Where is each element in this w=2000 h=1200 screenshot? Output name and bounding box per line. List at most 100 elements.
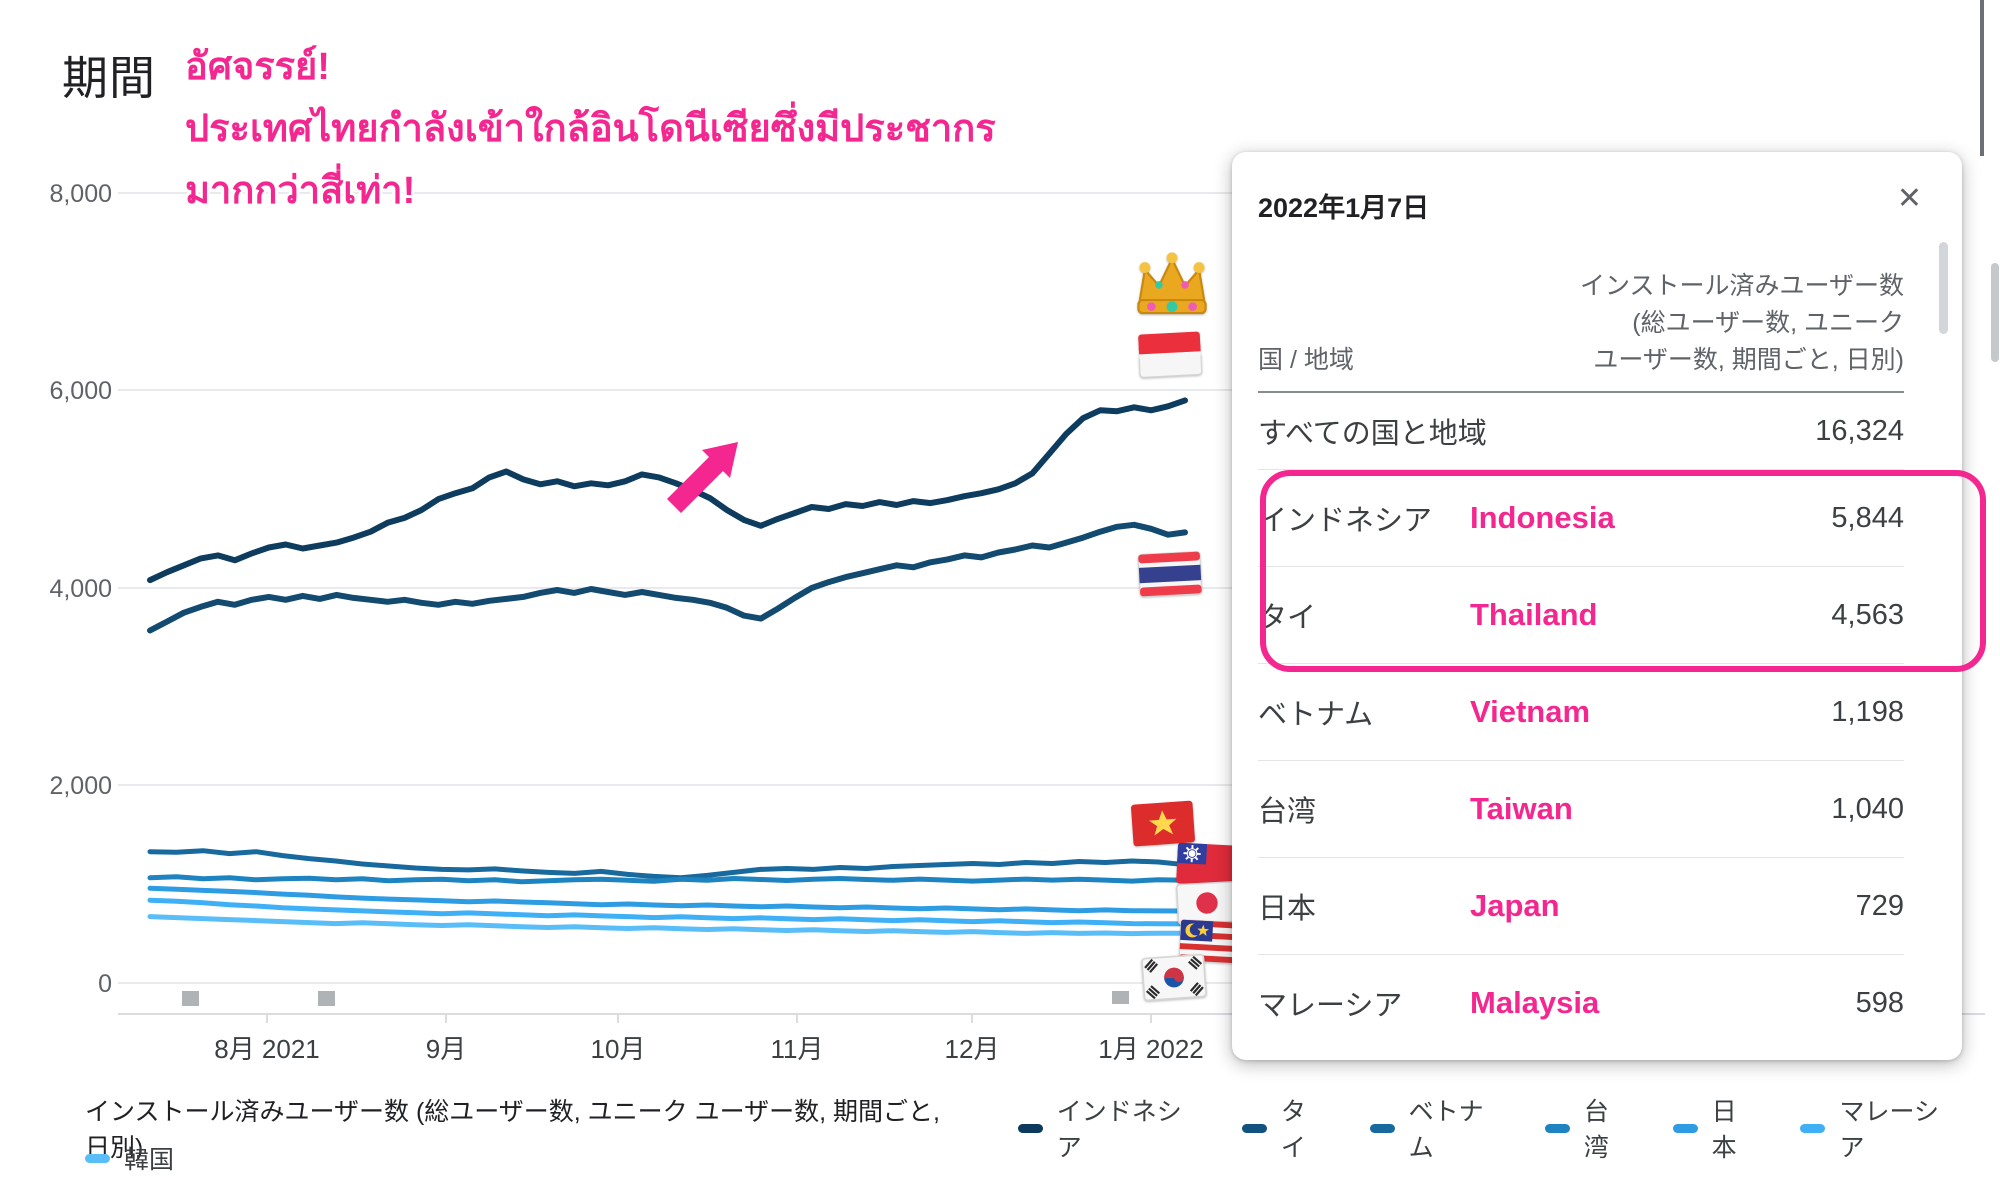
- tooltip-column-headers: インストール済みユーザー数 (総ユーザー数, ユニーク ユーザー数, 期間ごと,…: [1258, 268, 1904, 379]
- series-line-japan: [147, 885, 1188, 914]
- window-edge: [1980, 0, 1984, 156]
- row-label: マレーシア: [1258, 990, 1403, 1022]
- thailand-annotation: Thailand: [1470, 597, 1598, 632]
- timeline-marker-squares: [182, 991, 1129, 1006]
- flag-vietnam-emoji: [1131, 800, 1195, 847]
- flag-thailand-emoji: [1137, 551, 1203, 597]
- flag-indonesia-emoji: [1138, 331, 1203, 378]
- row-label: 日本: [1258, 893, 1317, 925]
- series-line-indonesia: [147, 397, 1188, 584]
- row-value: 1,198: [1831, 695, 1904, 728]
- legend-item-vietnam[interactable]: ベトナム: [1369, 1092, 1503, 1164]
- row-label: タイ: [1258, 602, 1317, 634]
- close-icon[interactable]: ✕: [1896, 182, 1922, 215]
- table-row-indonesia: インドネシア Indonesia 5,844: [1258, 469, 1904, 566]
- table-row-thailand: タイ Thailand 4,563: [1258, 566, 1904, 663]
- crown-emoji: [1137, 252, 1207, 315]
- table-row-malaysia: マレーシア Malaysia 598: [1258, 954, 1904, 1051]
- country-column-header: 国 / 地域: [1258, 346, 1354, 374]
- legend-item-japan[interactable]: 日本: [1672, 1092, 1759, 1164]
- x-tick-nov: 11月: [771, 1034, 824, 1064]
- value-column-header-line3: ユーザー数, 期間ごと, 日別): [1593, 346, 1904, 374]
- row-value: 1,040: [1831, 792, 1904, 825]
- y-tick-2000: 2,000: [49, 772, 112, 800]
- table-row-taiwan: 台湾 Taiwan 1,040: [1258, 760, 1904, 857]
- vietnam-annotation: Vietnam: [1470, 694, 1591, 729]
- table-row-all-countries: すべての国と地域 16,324: [1258, 393, 1904, 469]
- thai-annotation-line1: อัศจรรย์!: [185, 46, 330, 88]
- legend-row-2: 韓国: [85, 1140, 216, 1176]
- row-value: 5,844: [1831, 501, 1904, 534]
- value-column-header-line2: (総ユーザー数, ユニーク: [1632, 309, 1904, 337]
- series-line-south-korea: [147, 914, 1188, 937]
- legend-item-south-korea[interactable]: 韓国: [85, 1140, 174, 1176]
- x-tick-dec: 12月: [945, 1034, 1000, 1064]
- japan-annotation: Japan: [1470, 888, 1560, 923]
- y-tick-8000: 8,000: [49, 180, 112, 208]
- y-axis-labels: 8,000 6,000 4,000 2,000 0: [49, 180, 112, 998]
- flag-malaysia-emoji: [1178, 919, 1242, 964]
- legend-swatch-malaysia: [1800, 1123, 1826, 1133]
- timeline-marker-square: [182, 991, 199, 1006]
- tooltip-panel: 2022年1月7日 ✕ インストール済みユーザー数 (総ユーザー数, ユニーク …: [1232, 152, 1986, 1060]
- thai-annotation: อัศจรรย์! ประเทศไทยกำลังเข้าใกล้อินโดนีเ…: [185, 36, 1045, 222]
- value-column-header-line1: インストール済みユーザー数: [1579, 272, 1904, 300]
- legend-label: 韓国: [124, 1146, 175, 1174]
- legend-label: 日本: [1711, 1098, 1737, 1162]
- row-value: 4,563: [1831, 598, 1904, 631]
- indonesia-annotation: Indonesia: [1470, 500, 1615, 535]
- taiwan-annotation: Taiwan: [1470, 791, 1573, 826]
- legend-label: ベトナム: [1408, 1098, 1484, 1162]
- legend-swatch-japan: [1672, 1123, 1698, 1133]
- legend-item-indonesia[interactable]: インドネシア: [1017, 1092, 1200, 1164]
- legend-swatch-thailand: [1241, 1123, 1267, 1133]
- row-value: 16,324: [1815, 414, 1904, 447]
- row-label: すべての国と地域: [1258, 418, 1487, 450]
- legend-label: インドネシア: [1056, 1098, 1182, 1162]
- series-line-vietnam: [147, 848, 1188, 881]
- y-tick-6000: 6,000: [49, 377, 112, 405]
- flag-south-korea-emoji: [1141, 954, 1207, 1001]
- row-label: ベトナム: [1258, 699, 1374, 731]
- legend-swatch-taiwan: [1544, 1123, 1570, 1133]
- header-divider: [1258, 391, 1904, 393]
- legend-swatch-vietnam: [1369, 1123, 1395, 1133]
- thai-annotation-line3: มากกว่าสี่เท่า!: [185, 170, 416, 212]
- series-lines: [147, 397, 1188, 937]
- row-value: 598: [1855, 986, 1904, 1019]
- legend-label: タイ: [1280, 1098, 1306, 1162]
- x-tick-aug2021: 8月 2021: [214, 1034, 320, 1064]
- page-title: 期間: [62, 52, 156, 104]
- legend-swatch-south-korea: [85, 1153, 110, 1163]
- y-tick-0: 0: [98, 970, 112, 998]
- timeline-marker-square: [318, 991, 335, 1006]
- panel-scrollbar-thumb[interactable]: [1939, 242, 1948, 334]
- series-line-thailand: [147, 521, 1188, 634]
- series-line-malaysia: [147, 897, 1188, 927]
- legend-item-thailand[interactable]: タイ: [1241, 1092, 1328, 1164]
- legend-label: 台湾: [1583, 1098, 1609, 1162]
- row-value: 729: [1855, 889, 1904, 922]
- x-tick-sep: 9月: [426, 1034, 466, 1064]
- tooltip-date: 2022年1月7日: [1258, 193, 1430, 223]
- table-row-japan: 日本 Japan 729: [1258, 857, 1904, 954]
- table-row-vietnam: ベトナム Vietnam 1,198: [1258, 663, 1904, 760]
- legend-item-taiwan[interactable]: 台湾: [1544, 1092, 1631, 1164]
- row-label: 台湾: [1258, 796, 1317, 828]
- legend-row-1: インストール済みユーザー数 (総ユーザー数, ユニーク ユーザー数, 期間ごと,…: [85, 1092, 2000, 1164]
- flag-taiwan-emoji: [1176, 843, 1236, 886]
- x-axis-labels: 8月 2021 9月 10月 11月 12月 1月 2022: [214, 1034, 1204, 1064]
- legend-title: インストール済みユーザー数 (総ユーザー数, ユニーク ユーザー数, 期間ごと,…: [85, 1098, 940, 1162]
- x-tick-jan2022: 1月 2022: [1098, 1034, 1204, 1064]
- legend-label: マレーシア: [1839, 1098, 1939, 1162]
- malaysia-annotation: Malaysia: [1470, 985, 1600, 1020]
- pink-arrow-annotation: [667, 442, 738, 513]
- window-scrollbar-thumb[interactable]: [1991, 263, 1999, 362]
- legend-item-malaysia[interactable]: マレーシア: [1800, 1092, 1958, 1164]
- y-tick-4000: 4,000: [49, 575, 112, 603]
- thai-annotation-line2: ประเทศไทยกำลังเข้าใกล้อินโดนีเซียซึ่งมีป…: [185, 108, 996, 150]
- timeline-marker-square: [1112, 991, 1129, 1004]
- row-label: インドネシア: [1258, 505, 1433, 537]
- x-tick-oct: 10月: [591, 1034, 646, 1064]
- gridlines: [118, 192, 1232, 984]
